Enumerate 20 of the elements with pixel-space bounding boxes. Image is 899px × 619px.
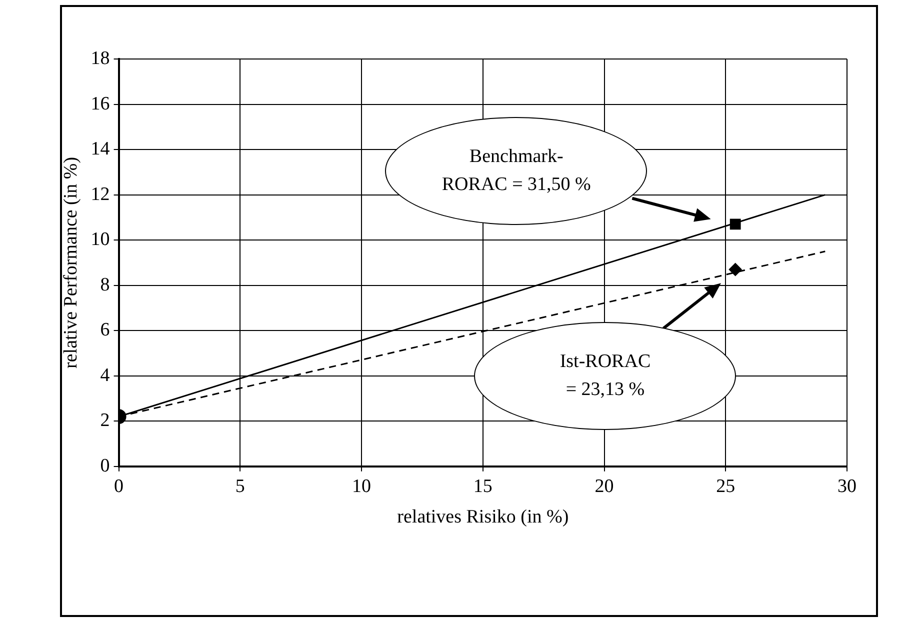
y-tick-label: 4 bbox=[100, 364, 110, 386]
y-axis-title: relative Performance (in %) bbox=[60, 156, 82, 368]
y-tick-label: 14 bbox=[90, 138, 110, 160]
point bbox=[728, 262, 742, 276]
x-tick-label: 15 bbox=[473, 476, 492, 497]
x-tick-label: 5 bbox=[235, 476, 245, 497]
y-tick-label: 8 bbox=[100, 274, 110, 296]
x-tick-label: 10 bbox=[352, 476, 372, 497]
x-tick-label: 25 bbox=[716, 476, 736, 497]
y-tick-label: 2 bbox=[100, 410, 110, 432]
x-tick-label: 30 bbox=[838, 476, 856, 497]
y-tick-label: 16 bbox=[90, 93, 110, 114]
x-tick-label: 0 bbox=[114, 476, 124, 497]
y-tick-label: 12 bbox=[90, 184, 110, 205]
y-tick-label: 6 bbox=[100, 320, 110, 341]
y-tick-label: 0 bbox=[100, 455, 110, 476]
y-tick-label: 18 bbox=[90, 48, 110, 69]
x-tick-label: 20 bbox=[594, 476, 614, 497]
y-tick-label: 10 bbox=[90, 229, 110, 250]
x-axis-title: relatives Risiko (in %) bbox=[397, 506, 569, 528]
